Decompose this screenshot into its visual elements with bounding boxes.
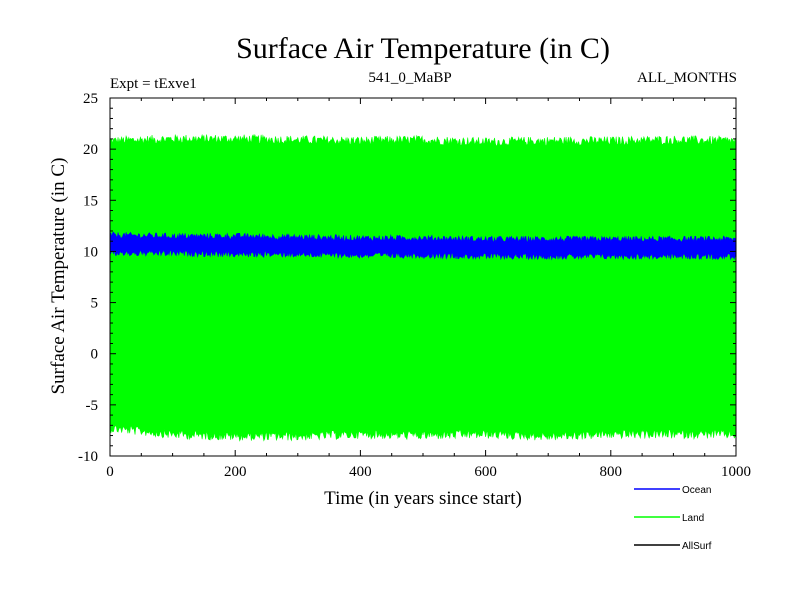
chart-subtitle-left: Expt = tExve1 — [110, 76, 197, 92]
y-tick-label: -10 — [78, 449, 98, 465]
chart-title: Surface Air Temperature (in C) — [236, 32, 610, 65]
y-tick-label: 25 — [83, 91, 98, 107]
y-tick-label: 0 — [91, 347, 99, 363]
legend-label-land: Land — [682, 513, 704, 524]
series-land-band — [109, 133, 737, 442]
legend-label-ocean: Ocean — [682, 485, 711, 496]
series-layer — [109, 133, 737, 442]
legend-label-allsurf: AllSurf — [682, 541, 712, 552]
x-tick-label: 800 — [600, 464, 623, 480]
tick-layer: 0 200 400 600 800 1000 -10 -5 0 5 10 15 20 25 — [78, 91, 751, 480]
x-tick-label: 400 — [349, 464, 372, 480]
x-tick-label: 0 — [106, 464, 114, 480]
y-tick-label: 10 — [83, 244, 98, 260]
x-tick-label: 1000 — [721, 464, 751, 480]
y-tick-label: 15 — [83, 193, 98, 209]
x-axis-label: Time (in years since start) — [324, 488, 522, 509]
y-tick-label: -5 — [86, 398, 99, 414]
x-tick-label: 600 — [474, 464, 497, 480]
y-tick-label: 20 — [83, 142, 98, 158]
x-tick-label: 200 — [224, 464, 247, 480]
chart-subtitle-right: ALL_MONTHS — [637, 70, 737, 86]
y-tick-label: 5 — [91, 296, 99, 312]
legend: Ocean Land AllSurf — [634, 485, 712, 552]
chart-subtitle-center: 541_0_MaBP — [368, 70, 451, 86]
y-axis-label: Surface Air Temperature (in C) — [48, 158, 69, 395]
